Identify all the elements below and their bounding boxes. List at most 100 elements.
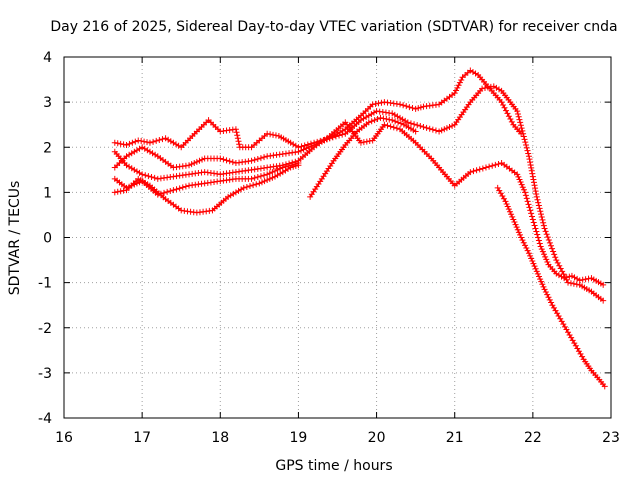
data-point (518, 234, 525, 241)
data-point (141, 138, 148, 145)
data-point (415, 105, 422, 112)
data-point (196, 157, 203, 164)
data-point (266, 170, 273, 177)
data-point (469, 69, 476, 76)
data-point (251, 156, 258, 163)
data-point (357, 139, 364, 146)
data-point (574, 345, 581, 352)
data-point (569, 337, 576, 344)
data-point (550, 248, 557, 255)
data-point (374, 116, 381, 123)
data-point (267, 131, 274, 138)
data-point (561, 323, 568, 330)
data-point (453, 87, 460, 94)
data-point (271, 173, 278, 180)
data-point (271, 167, 278, 174)
data-point (282, 167, 289, 174)
data-point (482, 164, 489, 171)
data-point (532, 265, 539, 272)
x-axis: 16 17 18 19 20 21 22 23 (55, 57, 620, 446)
data-point (535, 199, 542, 206)
data-point (193, 158, 200, 165)
data-point (138, 138, 145, 145)
data-point (534, 196, 541, 203)
data-point (114, 188, 121, 195)
data-point (533, 228, 540, 235)
data-point (170, 139, 177, 146)
data-point (574, 275, 581, 282)
data-point (274, 166, 281, 173)
data-point (264, 176, 271, 183)
data-point (145, 173, 152, 180)
data-point (579, 353, 586, 360)
data-point (524, 198, 531, 205)
data-point (519, 184, 526, 191)
data-point (541, 286, 548, 293)
data-point (535, 273, 542, 280)
data-point (365, 112, 372, 119)
data-point (329, 134, 336, 141)
data-point (503, 200, 510, 207)
data-point (546, 296, 553, 303)
data-point (526, 156, 533, 163)
data-point (536, 240, 543, 247)
data-point (248, 157, 255, 164)
data-point (522, 242, 529, 249)
data-point (539, 216, 546, 223)
y-tick-label: -4 (38, 411, 52, 427)
y-tick-label: -2 (38, 321, 52, 337)
data-point (123, 141, 130, 148)
data-point (532, 225, 539, 232)
data-point (120, 187, 127, 194)
data-point (446, 123, 453, 130)
data-point (199, 156, 206, 163)
data-point (545, 236, 552, 243)
data-point (173, 141, 180, 148)
data-point (454, 84, 461, 91)
data-point (550, 304, 557, 311)
data-point (236, 141, 243, 148)
data-point (514, 110, 521, 117)
data-point (535, 237, 542, 244)
y-tick-label: 4 (43, 50, 52, 66)
data-point (500, 195, 507, 202)
data-point (528, 164, 535, 171)
data-point (136, 145, 143, 152)
data-point (386, 116, 393, 123)
data-point (451, 90, 458, 97)
data-point (229, 159, 236, 166)
data-point (455, 82, 462, 89)
data-point (114, 140, 121, 147)
y-tick-label: 0 (43, 231, 52, 247)
data-point (498, 99, 505, 106)
data-point (286, 162, 293, 169)
data-point (509, 213, 516, 220)
data-point (404, 119, 411, 126)
data-point (264, 130, 271, 137)
data-point (369, 101, 376, 108)
data-point (397, 101, 404, 108)
data-point (126, 151, 133, 158)
data-point (173, 186, 180, 193)
data-point (523, 141, 530, 148)
data-point (541, 251, 548, 258)
data-point (436, 128, 443, 135)
data-point (565, 329, 572, 336)
data-point (438, 127, 445, 134)
data-point (295, 148, 302, 155)
data-point (254, 174, 261, 181)
data-point (558, 318, 565, 325)
data-point (515, 173, 522, 180)
data-point (519, 237, 526, 244)
data-point (568, 272, 575, 279)
data-point (400, 102, 407, 109)
data-point (575, 348, 582, 355)
data-point (514, 226, 521, 233)
data-point (111, 139, 118, 146)
data-point (554, 310, 561, 317)
data-point (186, 162, 193, 169)
chart-title: Day 216 of 2025, Sidereal Day-to-day VTE… (50, 19, 617, 35)
data-point (282, 163, 289, 170)
data-point (502, 198, 509, 205)
data-point (476, 166, 483, 173)
